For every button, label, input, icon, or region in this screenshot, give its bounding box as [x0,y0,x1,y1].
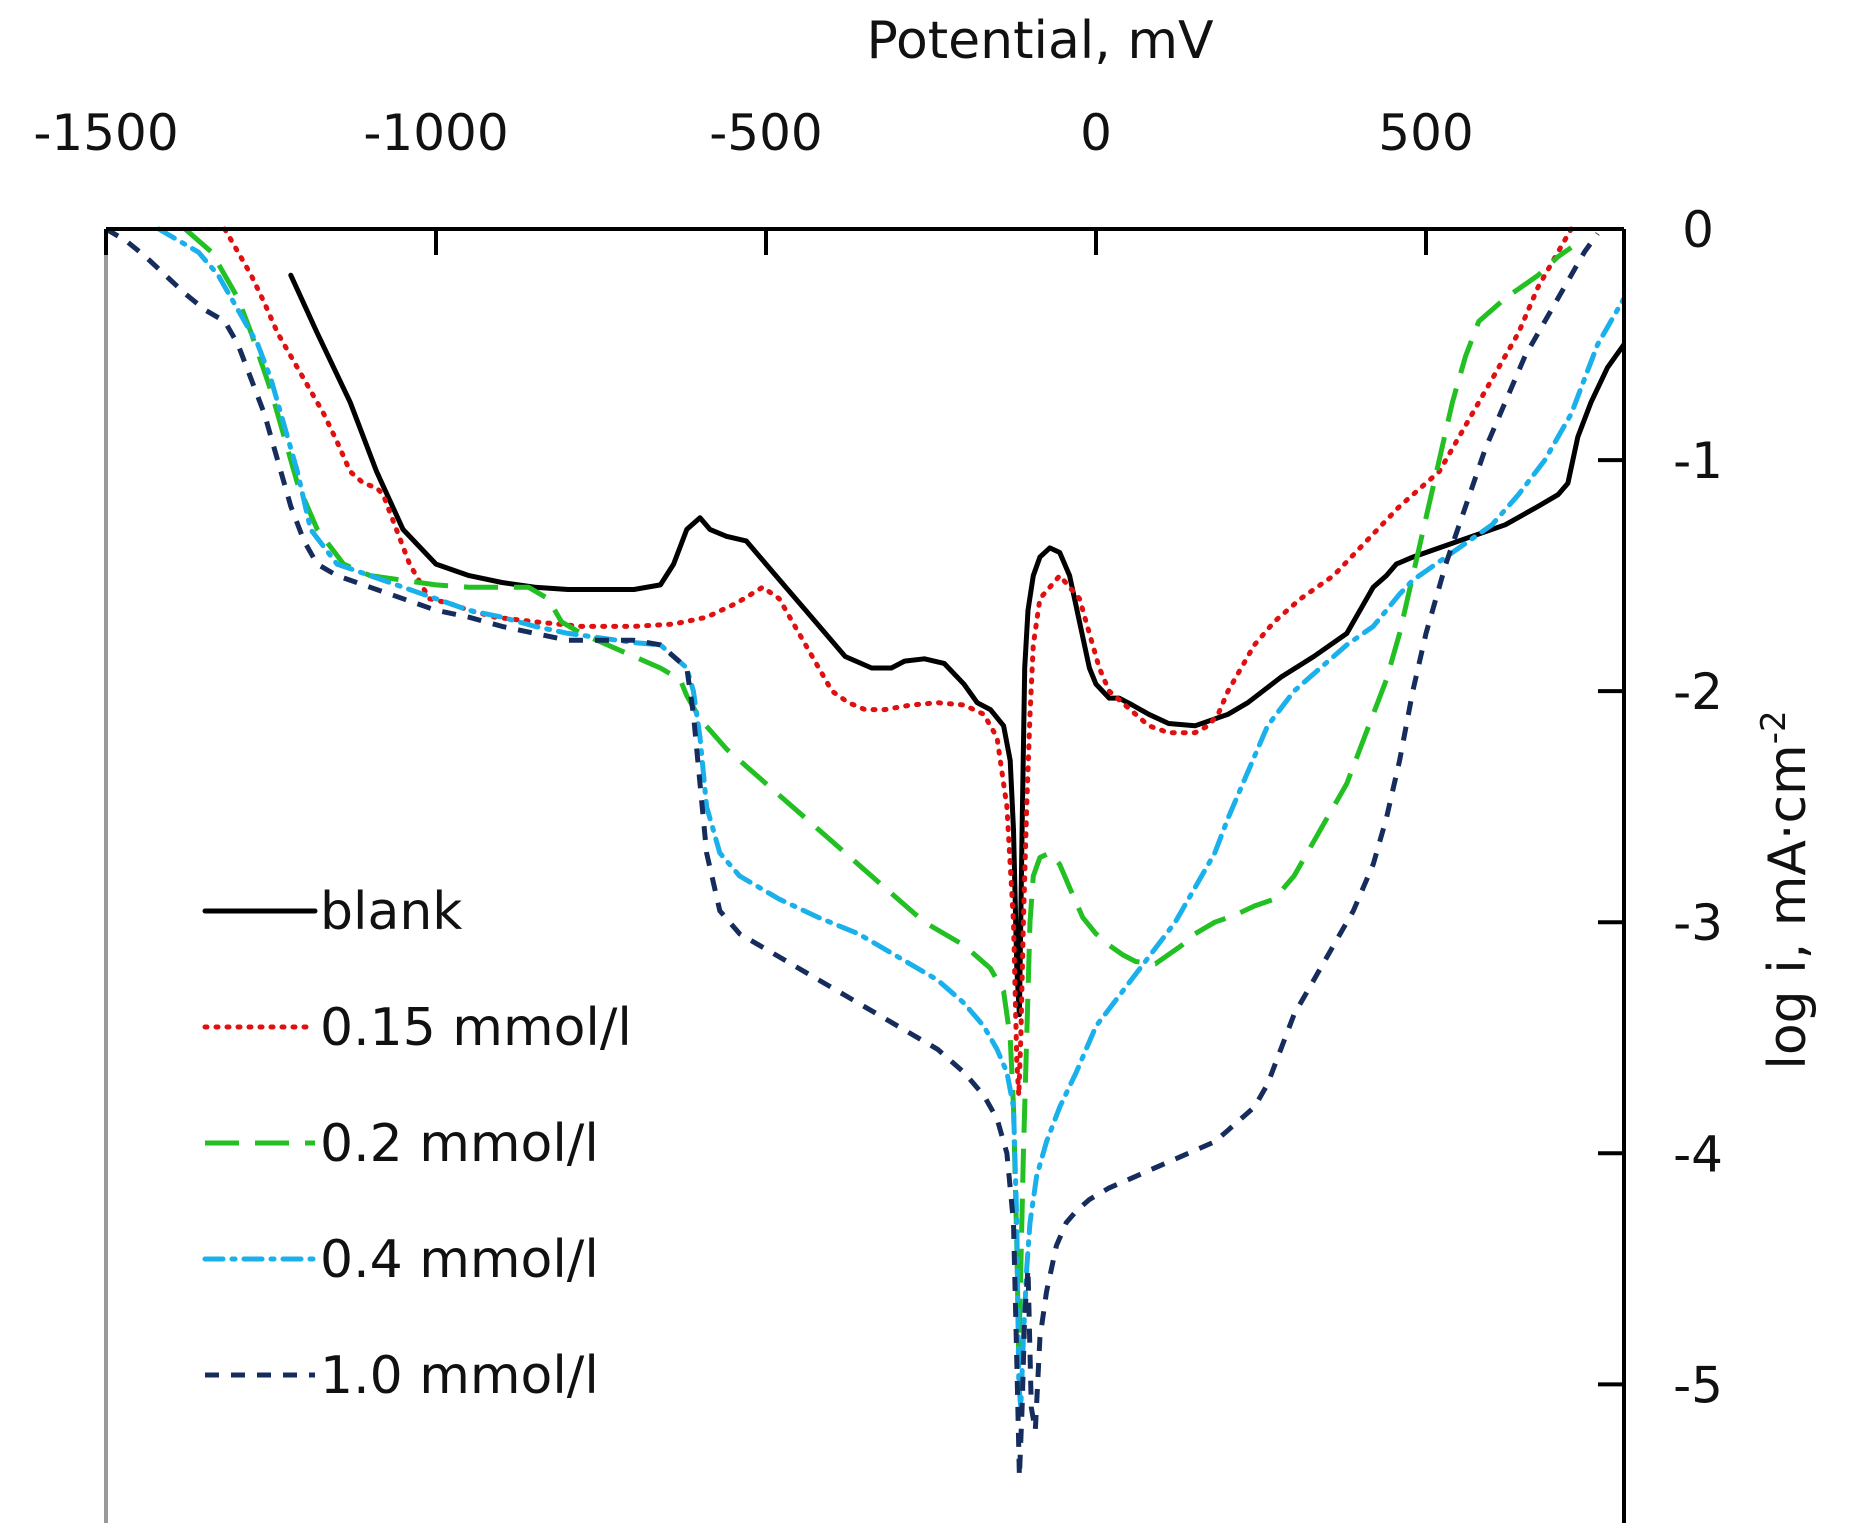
y-tick-label-3: -3 [1673,894,1723,952]
y-tick-label-5: -5 [1673,1356,1723,1414]
x-tick-label-2: -500 [709,104,822,162]
series-line-3 [156,226,1624,1410]
axes: -1500 -1000 -500 0 500 0 -1 -2 -3 -4 -5 [33,104,1723,1523]
plot-area [106,226,1624,1480]
x-axis-title: Potential, mV [866,11,1214,71]
series-line-0 [288,272,1624,1018]
legend-label-3: 0.4 mmol/l [320,1230,599,1290]
series-line-1 [222,226,1574,1098]
x-tick-label-3: 0 [1080,104,1112,162]
legend-label-1: 0.15 mmol/l [320,998,632,1058]
legend-label-4: 1.0 mmol/l [320,1346,599,1406]
legend-label-2: 0.2 mmol/l [320,1114,599,1174]
y-axis-title-superscript: -2 [1754,710,1794,744]
x-tick-label-0: -1500 [33,104,178,162]
y-tick-label-0: 0 [1682,201,1714,259]
y-tick-label-1: -1 [1673,432,1723,490]
series-line-2 [183,227,1573,1364]
y-axis-title: log i, mA·cm-2 [1754,710,1818,1069]
x-tick-label-1: -1000 [363,104,508,162]
legend: blank 0.15 mmol/l 0.2 mmol/l 0.4 mmol/l 1.0 … [202,882,632,1406]
x-tick-label-4: 500 [1378,104,1473,162]
series-line-4 [106,226,1600,1480]
y-tick-label-2: -2 [1673,663,1723,721]
y-tick-label-4: -4 [1673,1125,1723,1183]
legend-label-0: blank [320,882,462,942]
y-axis-title-main: log i, mA·cm [1758,744,1818,1069]
